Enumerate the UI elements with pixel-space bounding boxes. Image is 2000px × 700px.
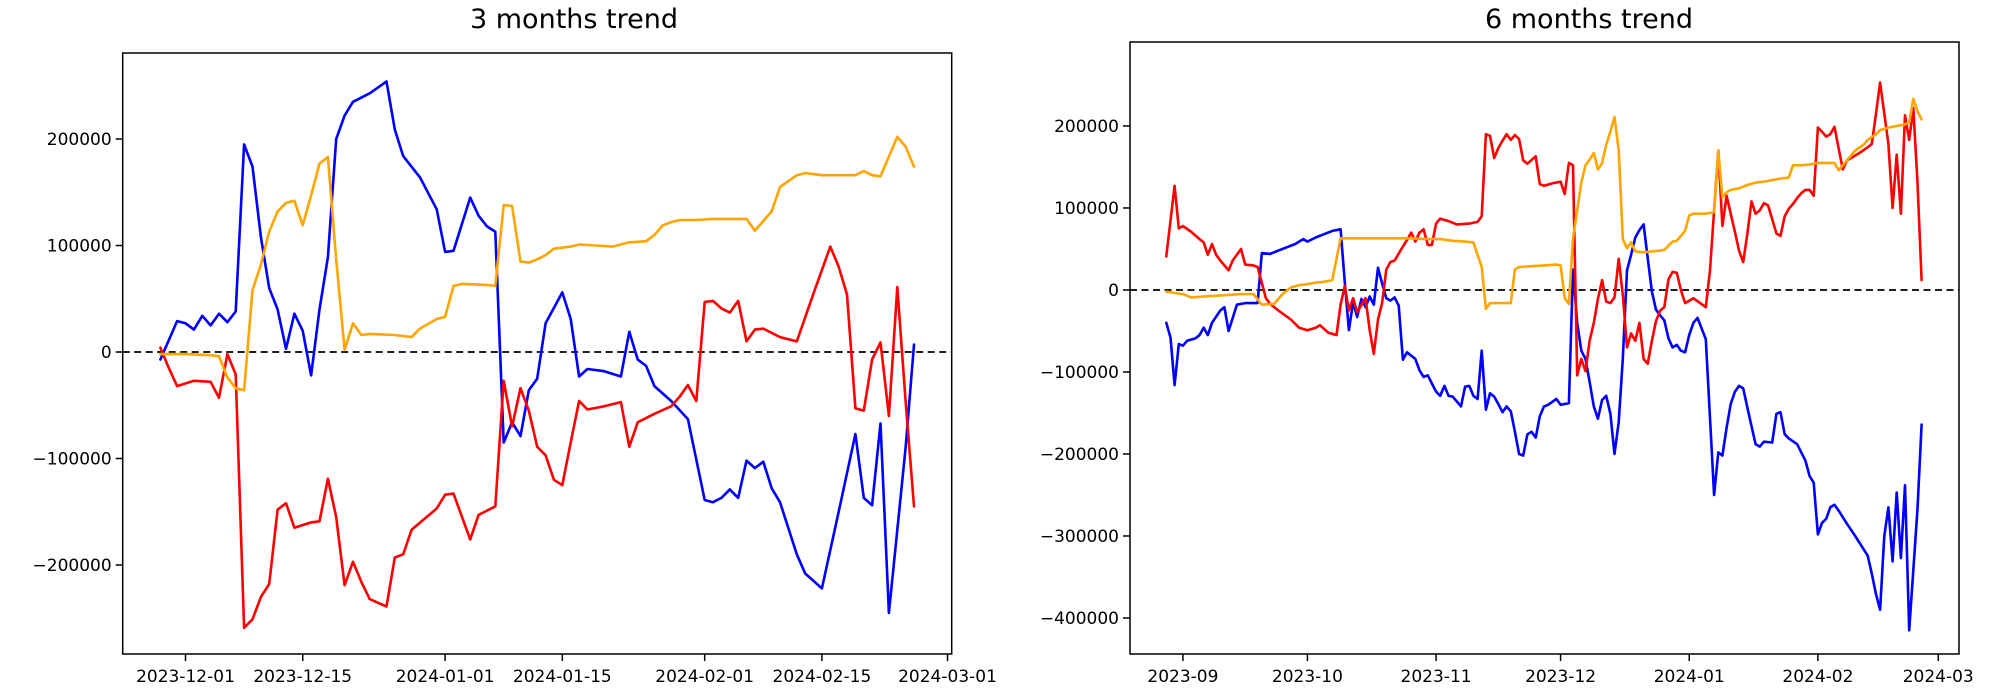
y-tick-label: −100000 bbox=[1040, 363, 1119, 383]
x-tick-label: 2023-12-01 bbox=[136, 667, 235, 687]
y-tick-label: 200000 bbox=[47, 130, 112, 150]
x-tick-label: 2024-01-01 bbox=[396, 667, 495, 687]
chart-title-text: 6 months trend bbox=[1485, 4, 1693, 35]
y-tick-label: 100000 bbox=[47, 237, 112, 257]
x-tick-label: 2024-02-15 bbox=[773, 667, 872, 687]
x-tick-label: 2023-09 bbox=[1147, 667, 1218, 687]
series-line-orange bbox=[159, 135, 916, 392]
y-tick-label: 0 bbox=[1108, 281, 1119, 301]
x-tick-label: 2024-01 bbox=[1654, 667, 1725, 687]
chart-3-months-trend: 3 months trend 2023-12-01 2023-12-15 2024-… bbox=[33, 4, 997, 687]
y-tick-label: −200000 bbox=[33, 556, 112, 576]
x-tick-label: 2024-03 bbox=[1903, 667, 1974, 687]
series-line-orange bbox=[1165, 97, 1923, 311]
y-tick-label: −300000 bbox=[1040, 527, 1119, 547]
series-line-red bbox=[159, 245, 916, 630]
axes: 2023-09 2023-10 2023-11 2023-12 2024-01 2024-… bbox=[1040, 117, 1974, 687]
x-tick-label: 2024-03-01 bbox=[898, 667, 997, 687]
y-tick-label: −400000 bbox=[1040, 609, 1119, 629]
x-tick-label: 2024-02 bbox=[1782, 667, 1853, 687]
x-tick-label: 2023-12-15 bbox=[253, 667, 352, 687]
plot-frame bbox=[1129, 41, 1960, 655]
y-tick-label: 200000 bbox=[1054, 117, 1119, 137]
plot-frame bbox=[121, 52, 953, 655]
chart-title-text: 3 months trend bbox=[470, 4, 678, 35]
plot-canvas-6-months: 2023-09 2023-10 2023-11 2023-12 2024-01 2024-… bbox=[1040, 41, 1974, 687]
series-line-red bbox=[1165, 81, 1923, 377]
y-tick-label: −100000 bbox=[33, 449, 112, 469]
x-tick-label: 2024-01-15 bbox=[513, 667, 612, 687]
x-tick-label: 2023-10 bbox=[1272, 667, 1343, 687]
y-tick-label: −200000 bbox=[1040, 445, 1119, 465]
chart-title-6-months: 6 months trend bbox=[1000, 4, 2000, 35]
chart-title-3-months: 3 months trend bbox=[0, 4, 1074, 35]
series-line-blue bbox=[1165, 223, 1923, 632]
axes: 2023-12-01 2023-12-15 2024-01-01 2024-01-15… bbox=[33, 130, 997, 687]
x-tick-label: 2024-02-01 bbox=[655, 667, 754, 687]
y-tick-label: 100000 bbox=[1054, 199, 1119, 219]
x-tick-label: 2023-11 bbox=[1401, 667, 1472, 687]
chart-6-months-trend: 6 months trend 2023-09 2023-10 2023-11 2023… bbox=[1000, 0, 2000, 700]
series-line-blue bbox=[159, 80, 916, 615]
plot-canvas-3-months: 2023-12-01 2023-12-15 2024-01-01 2024-01-15… bbox=[33, 52, 997, 687]
x-tick-label: 2023-12 bbox=[1525, 667, 1596, 687]
y-tick-label: 0 bbox=[101, 343, 112, 363]
